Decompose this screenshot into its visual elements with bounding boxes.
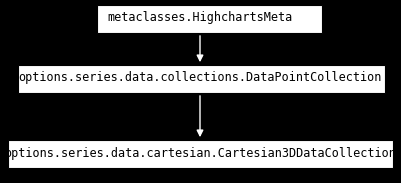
Bar	[97, 5, 322, 33]
Text: options.series.data.cartesian.Cartesian3DDataCollection: options.series.data.cartesian.Cartesian3…	[4, 147, 396, 160]
Bar	[18, 65, 385, 93]
Text: metaclasses.HighchartsMeta: metaclasses.HighchartsMeta	[107, 12, 293, 25]
Text: options.series.data.collections.DataPointCollection: options.series.data.collections.DataPoin…	[18, 72, 382, 85]
Bar	[8, 140, 393, 168]
